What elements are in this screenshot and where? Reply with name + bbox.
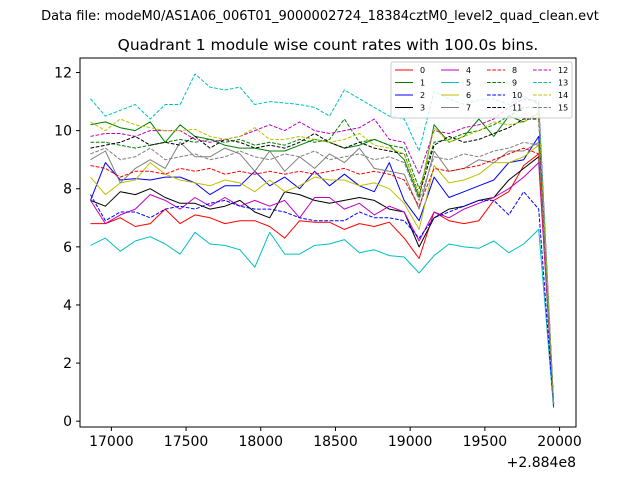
- y-tick-label: 0: [63, 414, 72, 430]
- series-line-12: [90, 98, 555, 404]
- legend-label-10: 10: [512, 91, 522, 100]
- legend-label-2: 2: [420, 91, 425, 100]
- series-line-15: [90, 141, 555, 404]
- x-tick-label: 19000: [388, 434, 433, 450]
- y-tick-label: 4: [63, 298, 72, 314]
- series-line-7: [90, 141, 555, 404]
- y-tick-label: 6: [63, 240, 72, 256]
- series-line-9: [90, 106, 555, 404]
- legend-label-9: 9: [512, 79, 517, 88]
- legend-label-8: 8: [512, 66, 517, 75]
- legend-label-11: 11: [512, 104, 522, 113]
- y-axis: 0 2 4 6 8 10 12: [54, 66, 80, 430]
- x-tick-label: 17000: [89, 434, 134, 450]
- legend-label-3: 3: [420, 104, 425, 113]
- y-tick-label: 10: [54, 124, 72, 140]
- series-line-5: [90, 228, 555, 409]
- legend-label-1: 1: [420, 79, 425, 88]
- series-line-14: [90, 112, 555, 404]
- x-axis: 17000 17500 18000 18500 19000 19500 20000: [89, 427, 582, 450]
- legend-label-4: 4: [466, 66, 471, 75]
- chart-title: Quadrant 1 module wise count rates with …: [118, 36, 539, 54]
- y-tick-label: 12: [54, 66, 72, 82]
- x-tick-label: 18000: [238, 434, 283, 450]
- series-line-8: [90, 147, 555, 404]
- axes-frame: [79, 57, 577, 428]
- x-tick-label: 17500: [164, 434, 209, 450]
- x-offset-label: +2.884e8: [507, 455, 576, 471]
- series-line-3: [90, 156, 555, 404]
- series-line-1: [90, 112, 555, 407]
- y-tick-label: 8: [63, 182, 72, 198]
- legend-box: [390, 61, 573, 119]
- legend-label-6: 6: [466, 91, 471, 100]
- series-line-11: [90, 118, 555, 404]
- legend-label-13: 13: [558, 79, 568, 88]
- legend-label-7: 7: [466, 104, 471, 113]
- plot-area: [90, 73, 555, 409]
- legend-label-14: 14: [558, 91, 568, 100]
- x-tick-label: 18500: [313, 434, 358, 450]
- x-tick-label: 20000: [537, 434, 582, 450]
- legend-label-0: 0: [420, 66, 425, 75]
- legend-label-15: 15: [558, 104, 568, 113]
- series-line-10: [90, 191, 555, 407]
- series-line-13: [90, 73, 555, 407]
- series-line-4: [90, 162, 555, 404]
- legend-label-12: 12: [558, 66, 568, 75]
- series-line-2: [90, 135, 555, 404]
- series-line-0: [90, 153, 555, 404]
- legend-label-5: 5: [466, 79, 471, 88]
- suptitle: Data file: modeM0/AS1A06_006T01_90000027…: [41, 9, 599, 24]
- y-tick-label: 2: [63, 356, 72, 372]
- series-line-6: [90, 144, 555, 404]
- x-tick-label: 19500: [463, 434, 508, 450]
